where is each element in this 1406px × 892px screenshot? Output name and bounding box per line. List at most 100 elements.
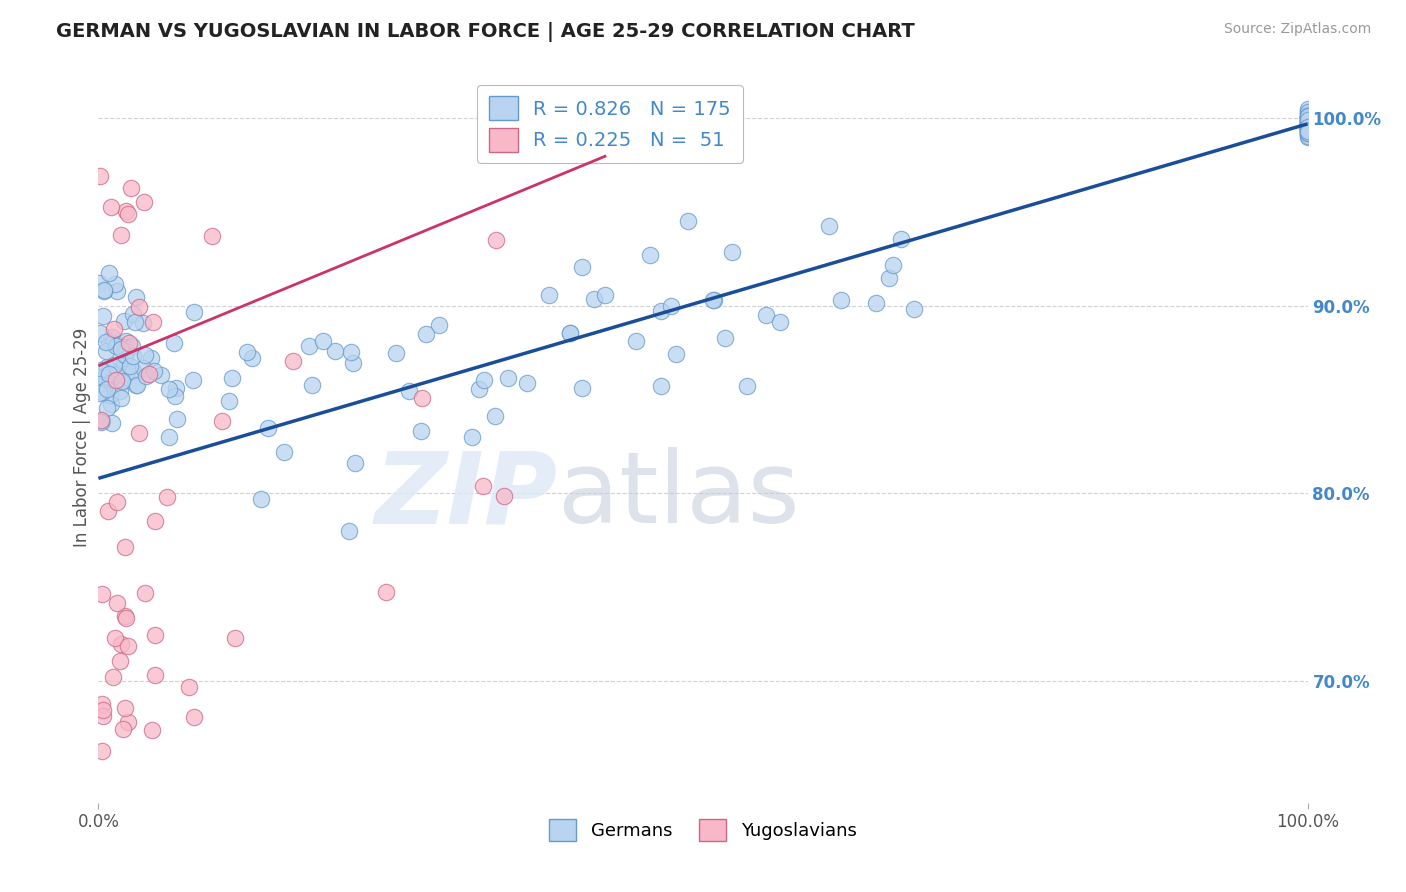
Point	[100, 416, 122, 430]
Point	[1296, 116, 1319, 130]
Point	[484, 409, 506, 424]
Point	[87, 377, 110, 392]
Point	[103, 322, 125, 336]
Point	[714, 331, 737, 345]
Point	[650, 379, 672, 393]
Point	[104, 339, 127, 353]
Point	[342, 356, 364, 370]
Point	[98, 375, 121, 389]
Point	[1296, 109, 1319, 123]
Point	[100, 200, 122, 214]
Point	[166, 412, 188, 426]
Point	[96, 401, 118, 415]
Point	[138, 368, 160, 382]
Point	[1296, 118, 1319, 132]
Point	[91, 587, 114, 601]
Point	[114, 367, 136, 381]
Point	[110, 227, 132, 242]
Point	[143, 514, 166, 528]
Text: atlas: atlas	[558, 447, 800, 544]
Point	[98, 388, 121, 402]
Point	[105, 495, 128, 509]
Point	[1296, 112, 1319, 127]
Point	[1296, 113, 1319, 128]
Point	[179, 680, 201, 694]
Point	[110, 654, 132, 668]
Point	[111, 722, 134, 736]
Point	[1296, 120, 1319, 135]
Point	[91, 384, 114, 399]
Point	[112, 340, 135, 354]
Point	[98, 334, 121, 349]
Point	[120, 181, 142, 195]
Point	[1296, 117, 1319, 131]
Point	[1296, 120, 1319, 135]
Point	[183, 305, 205, 319]
Point	[135, 368, 157, 383]
Point	[273, 444, 295, 458]
Point	[1296, 110, 1319, 124]
Point	[650, 304, 672, 318]
Point	[125, 377, 148, 392]
Point	[411, 391, 433, 405]
Point	[571, 260, 593, 275]
Point	[117, 206, 139, 220]
Point	[90, 744, 112, 758]
Point	[90, 697, 112, 711]
Point	[89, 326, 111, 340]
Point	[818, 219, 841, 234]
Point	[472, 479, 495, 493]
Point	[117, 639, 139, 653]
Point	[143, 667, 166, 681]
Point	[117, 714, 139, 729]
Point	[398, 384, 420, 399]
Point	[96, 383, 118, 397]
Point	[124, 315, 146, 329]
Point	[114, 203, 136, 218]
Point	[114, 340, 136, 354]
Point	[112, 355, 135, 369]
Point	[427, 318, 450, 333]
Point	[127, 378, 149, 392]
Point	[1296, 121, 1319, 136]
Point	[183, 710, 205, 724]
Point	[1296, 125, 1319, 139]
Point	[882, 258, 904, 272]
Point	[301, 377, 323, 392]
Point	[100, 397, 122, 411]
Point	[1296, 109, 1319, 123]
Point	[132, 361, 155, 376]
Point	[498, 370, 520, 384]
Point	[90, 415, 112, 429]
Point	[134, 586, 156, 600]
Point	[661, 299, 683, 313]
Point	[89, 386, 111, 401]
Point	[593, 287, 616, 301]
Point	[1296, 112, 1319, 126]
Point	[1296, 124, 1319, 138]
Point	[1296, 111, 1319, 125]
Point	[754, 308, 776, 322]
Point	[516, 376, 538, 391]
Point	[121, 349, 143, 363]
Point	[1296, 121, 1319, 136]
Point	[1296, 126, 1319, 140]
Text: GERMAN VS YUGOSLAVIAN IN LABOR FORCE | AGE 25-29 CORRELATION CHART: GERMAN VS YUGOSLAVIAN IN LABOR FORCE | A…	[56, 22, 915, 42]
Point	[157, 430, 180, 444]
Point	[93, 283, 115, 297]
Point	[1296, 114, 1319, 128]
Point	[1296, 120, 1319, 135]
Point	[1296, 108, 1319, 122]
Point	[903, 302, 925, 317]
Point	[1296, 126, 1319, 140]
Point	[344, 456, 367, 470]
Point	[1296, 118, 1319, 132]
Point	[1296, 130, 1319, 145]
Point	[89, 277, 111, 291]
Point	[125, 290, 148, 304]
Point	[114, 608, 136, 623]
Point	[90, 363, 112, 377]
Point	[107, 596, 129, 610]
Legend: Germans, Yugoslavians: Germans, Yugoslavians	[543, 812, 863, 848]
Point	[121, 307, 143, 321]
